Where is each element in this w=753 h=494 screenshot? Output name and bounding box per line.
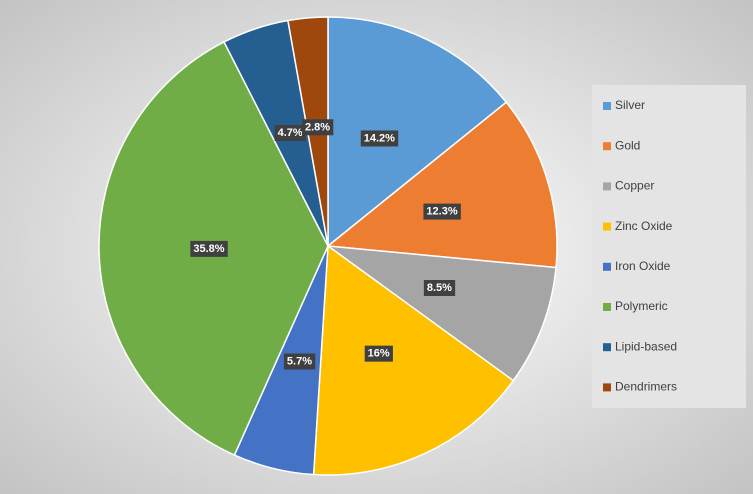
data-label: 4.7% [278,127,303,139]
legend-swatch [603,182,611,191]
data-label: 2.8% [305,121,330,133]
data-label-box [423,279,456,296]
data-label: 16% [368,348,390,360]
data-label: 5.7% [287,356,312,368]
data-label: 14.2% [364,132,395,144]
data-label-box [283,353,316,370]
slices [98,16,558,476]
legend-swatch [603,383,611,392]
slice [325,244,557,382]
legend-swatch [603,262,611,271]
data-label-box [360,130,399,147]
legend-label: Dendrimers [615,380,677,394]
legend-label: Lipid-based [615,339,677,353]
slice [327,16,508,248]
data-label-box [301,119,334,136]
slice [312,244,515,476]
legend-label: Silver [615,98,645,112]
data-label: 35.8% [193,243,224,255]
legend-label: Zinc Oxide [615,219,673,233]
legend-swatch [603,303,611,311]
data-label-box [423,203,461,220]
data-label-box [364,345,393,362]
data-labels: 14.2% 12.3% 8.5% 16% 5.7% 35.8% 4.7% 2.8% [190,119,461,370]
data-label: 12.3% [426,206,457,218]
legend: Silver Gold Copper Zinc Oxide Iron Oxide Poly… [603,98,677,394]
data-label-box [190,240,228,257]
legend-label: Iron Oxide [615,259,671,273]
legend-swatch [603,343,611,352]
legend-label: Polymeric [615,299,668,313]
legend-swatch [603,102,611,110]
legend-label: Copper [615,179,654,193]
legend-swatch [603,222,611,231]
legend-swatch [603,142,611,151]
data-label-box [274,125,306,142]
data-label: 8.5% [427,282,452,294]
slice [326,101,558,269]
legend-box [592,85,746,408]
legend-label: Gold [615,138,640,152]
